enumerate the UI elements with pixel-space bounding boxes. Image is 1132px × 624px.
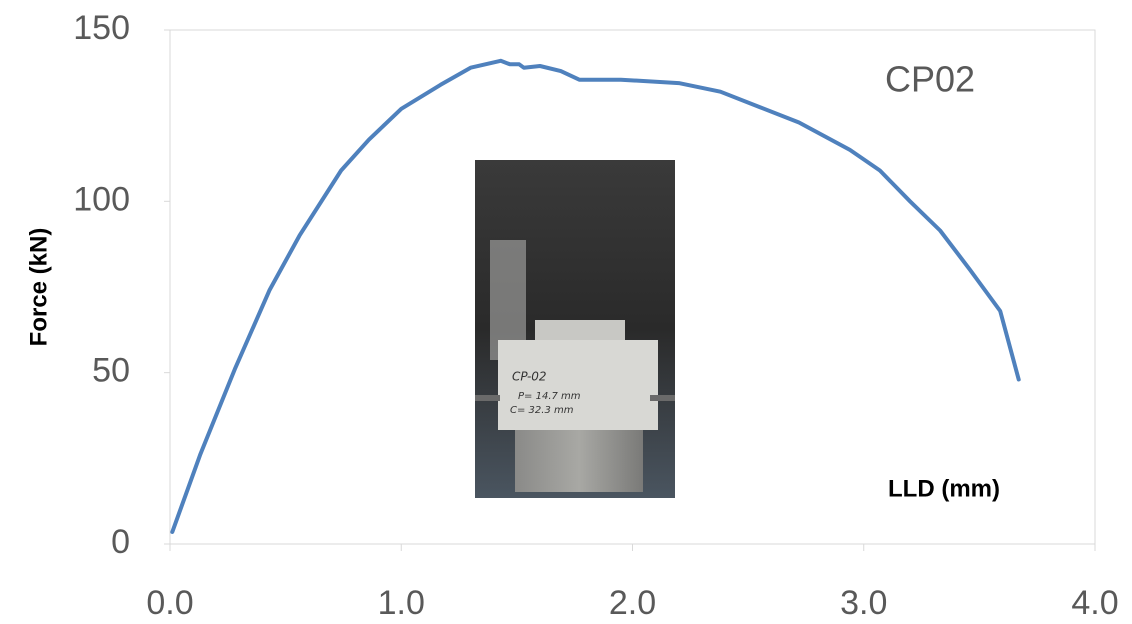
x-tick-label: 4.0: [1071, 584, 1118, 622]
y-tick-label: 0: [111, 523, 130, 561]
x-tick-label: 2.0: [609, 584, 656, 622]
data-line: [170, 58, 1021, 534]
x-axis-title: LLD (mm): [888, 475, 1000, 502]
y-tick-label: 150: [73, 9, 130, 47]
x-tick-label: 3.0: [840, 584, 887, 622]
y-tick-label: 50: [92, 352, 130, 390]
photo-text: P= 14.7 mm: [518, 391, 581, 402]
y-axis-title: Force (kN): [25, 228, 52, 347]
photo: CP-02 P= 14.7 mm C= 32.3 mm: [475, 160, 675, 498]
annotation: CP02: [885, 59, 975, 100]
x-tick-label: 0.0: [146, 584, 193, 622]
x-tick-label: 1.0: [378, 584, 425, 622]
photo-text: CP-02: [512, 370, 547, 384]
photo-text: C= 32.3 mm: [510, 405, 574, 416]
y-tick-label: 100: [73, 180, 130, 218]
